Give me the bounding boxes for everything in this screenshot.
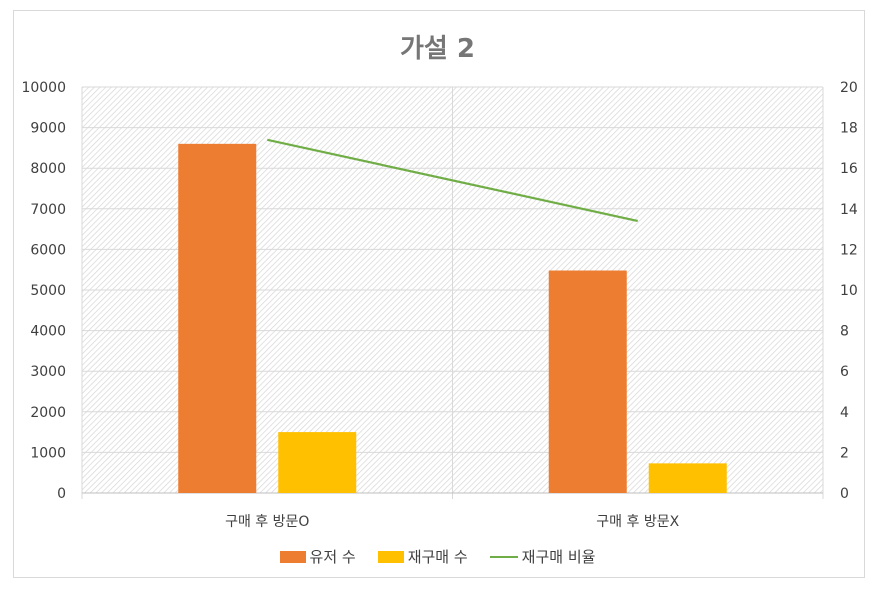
y-tick-label: 9000 (30, 121, 66, 137)
y2-tick-label: 10 (840, 283, 858, 299)
legend-swatch-repurchase-rate (489, 555, 518, 558)
chart-title: 가설 2 (400, 34, 475, 64)
bar-users (178, 143, 257, 493)
bar-users (548, 270, 627, 493)
legend-label-repurchase-rate: 재구매 비율 (521, 548, 596, 566)
y2-tick-label: 8 (840, 324, 849, 340)
legend-swatch-users (279, 550, 306, 563)
y-tick-label: 2000 (30, 405, 66, 421)
y2-tick-label: 2 (840, 445, 849, 461)
legend-item-repurchase-rate: 재구매 비율 (489, 546, 596, 567)
y-tick-label: 1000 (30, 445, 66, 461)
legend: 유저 수 재구매 수 재구매 비율 (0, 546, 875, 567)
bar-repurchases (278, 432, 357, 493)
y2-tick-label: 16 (840, 161, 858, 177)
y2-tick-label: 20 (840, 80, 858, 96)
legend-item-users: 유저 수 (279, 546, 356, 567)
y-tick-label: 7000 (30, 202, 66, 218)
y-tick-label: 3000 (30, 364, 66, 380)
x-category-label: 구매 후 방문O (225, 514, 309, 530)
line-repurchase-rate (267, 138, 638, 223)
legend-swatch-repurchases (377, 550, 404, 563)
y2-tick-label: 18 (840, 121, 858, 137)
y-tick-label: 10000 (21, 80, 66, 96)
y2-tick-label: 14 (840, 202, 858, 218)
y-tick-label: 4000 (30, 324, 66, 340)
y-tick-label: 6000 (30, 242, 66, 258)
legend-item-repurchases: 재구매 수 (377, 546, 468, 567)
x-category-label: 구매 후 방문X (596, 514, 679, 530)
bar-repurchases (648, 463, 727, 493)
y2-tick-label: 4 (840, 405, 849, 421)
legend-label-repurchases: 재구매 수 (407, 548, 468, 566)
y-tick-label: 0 (57, 486, 66, 502)
y2-tick-label: 12 (840, 242, 858, 258)
y-tick-label: 8000 (30, 161, 66, 177)
y-tick-label: 5000 (30, 283, 66, 299)
legend-label-users: 유저 수 (309, 548, 356, 566)
y2-tick-label: 6 (840, 364, 849, 380)
y2-tick-label: 0 (840, 486, 849, 502)
